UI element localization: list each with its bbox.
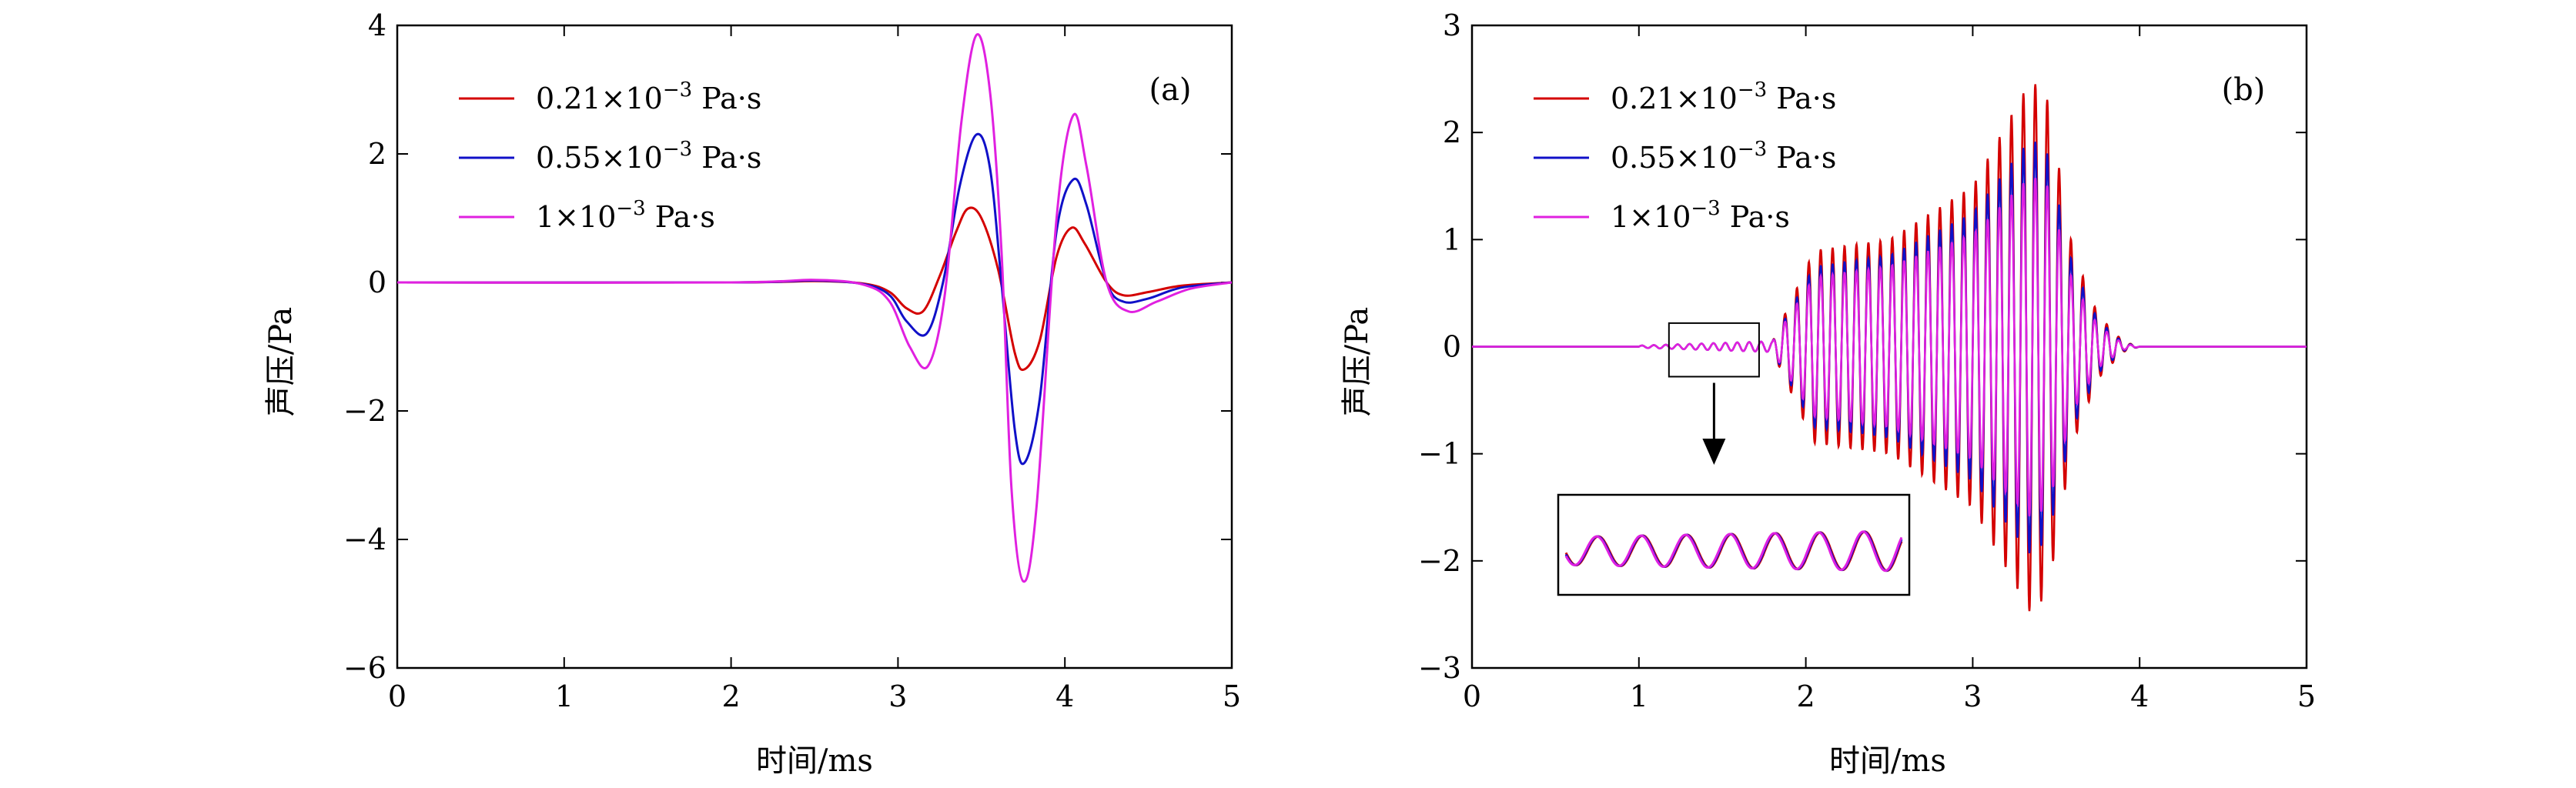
series-line — [1472, 178, 2307, 516]
x-tick-label: 4 — [2130, 679, 2149, 713]
plot-frame — [396, 24, 1233, 669]
inset-panel — [1557, 493, 1911, 596]
axes-b: 0 1 2 3 4 5 −3 −2 −1 0 1 2 3 0.21×10−3 Pa·s 0.55×10−3 … — [1418, 8, 2316, 713]
x-tick-label: 5 — [2297, 679, 2316, 713]
legend-label: 0.21×10−3 Pa·s — [536, 78, 761, 115]
axes-a: 0 1 2 3 4 5 −6 −4 −2 0 2 4 0.21×10−3 Pa·s 0.55×10−3 P… — [343, 8, 1241, 713]
x-tick-label: 1 — [555, 679, 574, 713]
y-tick-label: −2 — [343, 394, 386, 428]
legend-label: 1×10−3 Pa·s — [536, 197, 715, 234]
legend-label: 1×10−3 Pa·s — [1611, 197, 1790, 234]
series-line — [397, 132, 1232, 466]
x-tick-label: 0 — [1463, 679, 1481, 713]
legend-label: 0.21×10−3 Pa·s — [1611, 78, 1836, 115]
inset-source-box — [1668, 322, 1760, 378]
y-tick-label: −1 — [1418, 437, 1461, 471]
y-tick-label: 2 — [368, 137, 386, 171]
y-tick-label: 2 — [1443, 115, 1461, 149]
panel-a-xlabel: 时间/ms — [756, 743, 873, 779]
y-tick-label: −4 — [343, 523, 386, 556]
panel-b-xlabel: 时间/ms — [1829, 743, 1946, 779]
legend-label: 0.55×10−3 Pa·s — [1611, 138, 1836, 175]
series-line — [397, 33, 1232, 583]
y-tick-label: −2 — [1418, 544, 1461, 578]
y-tick-label: 4 — [368, 8, 386, 42]
inset-arrow-head — [1702, 439, 1726, 465]
inset-series-line — [1564, 530, 1903, 573]
legend-label: 0.55×10−3 Pa·s — [536, 138, 761, 175]
x-tick-label: 3 — [1963, 679, 1982, 713]
panel-a-label: (a) — [1149, 72, 1191, 108]
y-tick-label: 0 — [1443, 330, 1461, 364]
panel-a-ylabel: 声压/Pa — [263, 307, 299, 416]
panel-b-ylabel: 声压/Pa — [1340, 307, 1375, 416]
panel-a: (a) 时间/ms 声压/Pa — [263, 72, 1192, 779]
x-tick-label: 4 — [1055, 679, 1074, 713]
y-tick-label: −3 — [1418, 651, 1461, 685]
x-tick-label: 3 — [888, 679, 907, 713]
x-tick-label: 0 — [388, 679, 406, 713]
x-tick-label: 5 — [1223, 679, 1241, 713]
y-tick-label: 0 — [368, 265, 386, 299]
series-line — [397, 206, 1232, 372]
y-tick-label: −6 — [343, 651, 386, 685]
x-tick-label: 1 — [1630, 679, 1648, 713]
x-tick-label: 2 — [1797, 679, 1815, 713]
y-tick-label: 1 — [1443, 222, 1461, 256]
x-tick-label: 2 — [722, 679, 741, 713]
panel-b-label: (b) — [2222, 72, 2266, 108]
y-tick-label: 3 — [1443, 8, 1461, 42]
panel-b: (b) 时间/ms 声压/Pa — [1340, 72, 2265, 779]
